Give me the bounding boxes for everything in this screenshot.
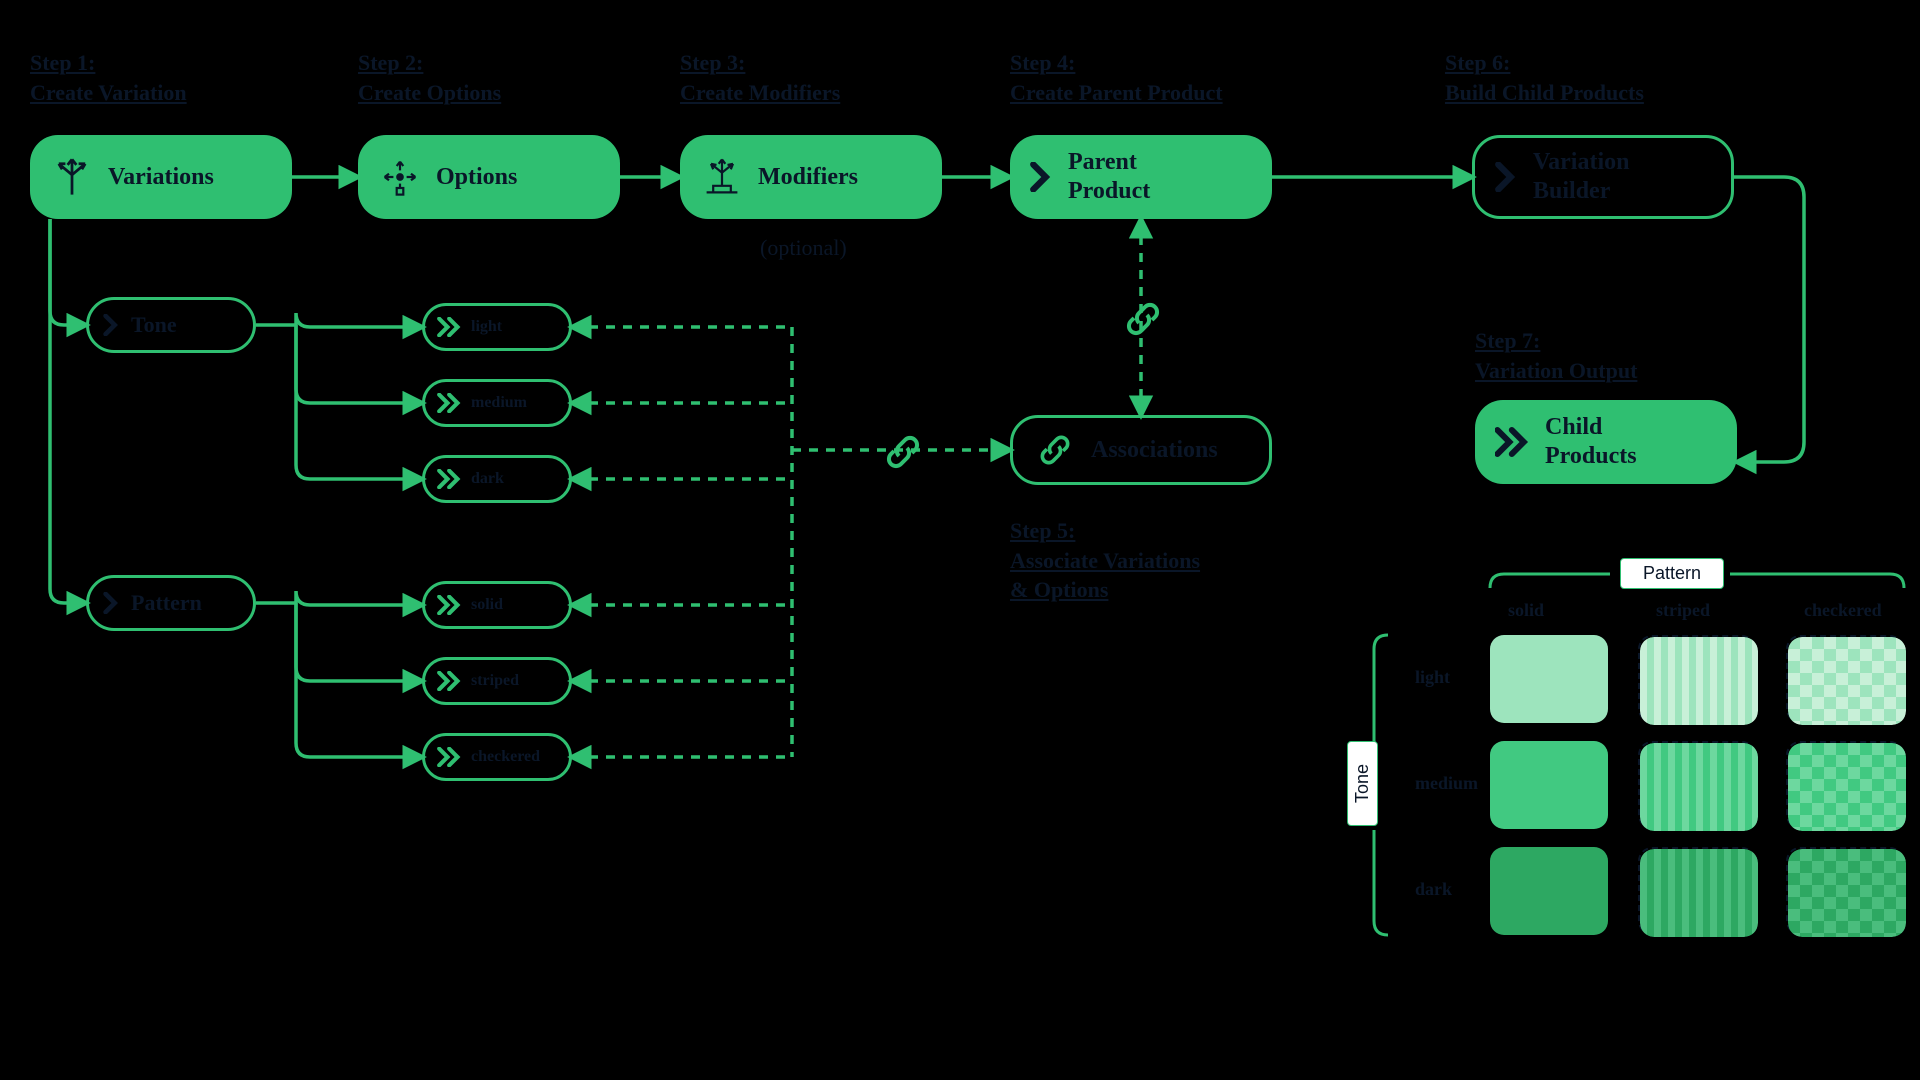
node-builder-label: VariationBuilder	[1533, 148, 1629, 206]
step2-label: Step 2:Create Options	[358, 48, 501, 107]
link-icon	[1033, 428, 1077, 472]
swatch-light-solid	[1490, 635, 1608, 723]
node-variations-label: Variations	[108, 163, 214, 192]
node-parent-product: ParentProduct	[1010, 135, 1272, 219]
option-light: light	[422, 303, 572, 351]
step4-label: Step 4:Create Parent Product	[1010, 48, 1223, 107]
matrix-col-solid: solid	[1508, 600, 1544, 621]
matrix-axis-pattern: Pattern	[1620, 558, 1724, 589]
option-label: checkered	[471, 748, 540, 766]
swatch-dark-striped	[1638, 847, 1756, 935]
step7-label: Step 7:Variation Output	[1475, 326, 1637, 385]
swatch-dark-solid	[1490, 847, 1608, 935]
chevron-icon	[103, 314, 121, 336]
node-tone: Tone	[86, 297, 256, 353]
swatch-light-checkered	[1786, 635, 1904, 723]
swatch-medium-striped	[1638, 741, 1756, 829]
node-parent-label: ParentProduct	[1068, 148, 1150, 206]
node-modifiers-label: Modifiers	[758, 163, 858, 192]
node-variations: Variations	[30, 135, 292, 219]
node-options: Options	[358, 135, 620, 219]
step1-label: Step 1:Create Variation	[30, 48, 187, 107]
branch-icon	[50, 155, 94, 199]
node-variation-builder: VariationBuilder	[1472, 135, 1734, 219]
double-chevron-icon	[437, 747, 463, 767]
node-assoc-label: Associations	[1091, 436, 1218, 465]
option-label: solid	[471, 596, 503, 614]
optional-label: (optional)	[760, 235, 847, 261]
chevron-icon	[103, 592, 121, 614]
node-pattern-label: Pattern	[131, 590, 202, 616]
matrix-row-medium: medium	[1415, 773, 1478, 794]
double-chevron-icon	[437, 671, 463, 691]
node-options-label: Options	[436, 163, 517, 192]
double-chevron-icon	[437, 595, 463, 615]
node-modifiers: Modifiers	[680, 135, 942, 219]
matrix-row-light: light	[1415, 667, 1450, 688]
option-solid: solid	[422, 581, 572, 629]
double-chevron-icon	[437, 317, 463, 337]
swatch-dark-checkered	[1786, 847, 1904, 935]
chevron-icon	[1030, 162, 1054, 192]
option-label: medium	[471, 394, 527, 412]
option-striped: striped	[422, 657, 572, 705]
swatch-medium-checkered	[1786, 741, 1904, 829]
option-label: striped	[471, 672, 519, 690]
node-child-label: ChildProducts	[1545, 413, 1637, 471]
node-associations: Associations	[1010, 415, 1272, 485]
double-chevron-icon	[437, 393, 463, 413]
swatch-medium-solid	[1490, 741, 1608, 829]
chevron-icon	[1495, 162, 1519, 192]
node-pattern: Pattern	[86, 575, 256, 631]
option-label: light	[471, 318, 502, 336]
option-checkered: checkered	[422, 733, 572, 781]
option-label: dark	[471, 470, 504, 488]
directions-icon	[378, 155, 422, 199]
double-chevron-icon	[1495, 427, 1531, 457]
option-dark: dark	[422, 455, 572, 503]
matrix-col-striped: striped	[1656, 600, 1710, 621]
step3-label: Step 3:Create Modifiers	[680, 48, 840, 107]
matrix-col-checkered: checkered	[1804, 600, 1882, 621]
step6-label: Step 6:Build Child Products	[1445, 48, 1644, 107]
step5-label: Step 5:Associate Variations& Options	[1010, 516, 1200, 605]
matrix-row-dark: dark	[1415, 879, 1452, 900]
swatch-light-striped	[1638, 635, 1756, 723]
node-tone-label: Tone	[131, 312, 177, 338]
option-medium: medium	[422, 379, 572, 427]
double-chevron-icon	[437, 469, 463, 489]
modifiers-icon	[700, 155, 744, 199]
node-child-products: ChildProducts	[1475, 400, 1737, 484]
matrix-axis-tone: Tone	[1347, 741, 1378, 826]
